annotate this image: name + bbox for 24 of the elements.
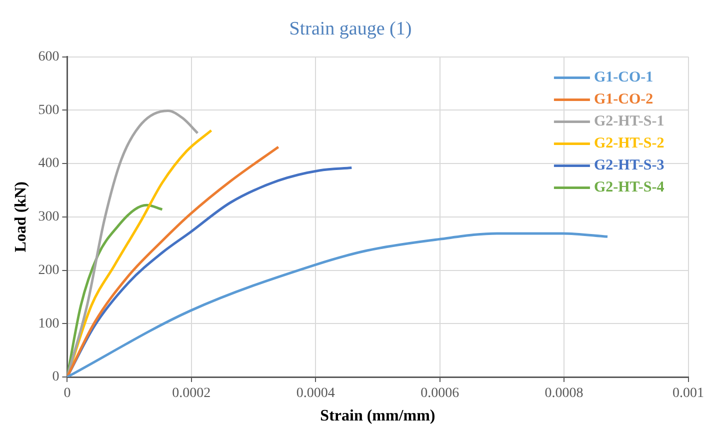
x-tick-label: 0.0006 [420,386,460,402]
line-series [67,146,280,377]
x-axis-title: Strain (mm/mm) [320,408,436,425]
legend-label: G1-CO-1 [594,70,654,86]
x-tick-label: 0.0004 [296,386,335,402]
y-tick-label: 400 [38,156,60,172]
x-tick-label: 0 [64,386,71,402]
legend-label: G2-HT-S-3 [594,158,664,174]
legend-label: G1-CO-2 [594,92,654,108]
x-tick-label: 0.0002 [172,386,211,402]
y-axis-title: Load (kN) [12,182,30,252]
x-tick-label: 0.0008 [544,386,584,402]
legend-label: G2-HT-S-4 [594,180,665,196]
chart-title: Strain gauge (1) [289,18,412,40]
y-tick-label: 0 [52,370,60,385]
y-tick-label: 600 [38,49,60,64]
y-tick-label: 300 [38,210,60,225]
y-tick-label: 200 [38,262,60,278]
line-series [67,232,609,377]
y-tick-label: 100 [38,316,60,332]
y-tick-label: 500 [38,102,60,118]
legend-label: G2-HT-S-2 [594,136,664,152]
x-tick-label: 0.001 [672,386,704,402]
legend-label: G2-HT-S-1 [594,114,664,130]
